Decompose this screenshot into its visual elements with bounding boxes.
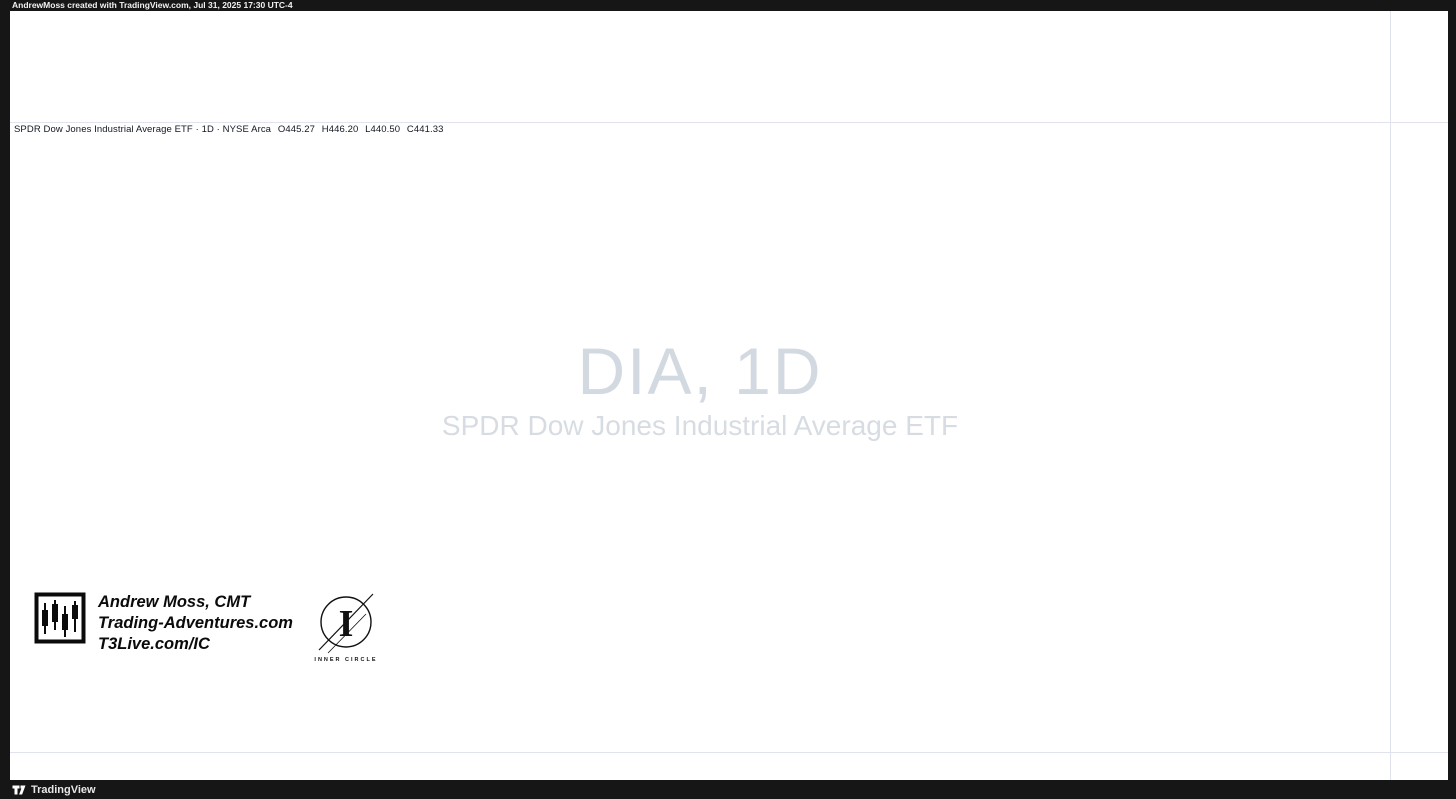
ohlc-close: C441.33 — [406, 124, 444, 135]
svg-text:I: I — [339, 603, 354, 645]
author-t3live: T3Live.com/IC — [98, 635, 210, 653]
time-axis-border — [10, 752, 1448, 753]
footer-bar: TradingView — [0, 780, 1456, 799]
ohlc-low: L440.50 — [365, 124, 401, 135]
inner-circle-badge: I INNER CIRCLE — [311, 592, 381, 663]
author-name: Andrew Moss, CMT — [98, 593, 251, 611]
candlestick-logo-icon — [34, 592, 86, 644]
symbol-header[interactable]: SPDR Dow Jones Industrial Average ETF · … — [14, 124, 448, 135]
author-text: Andrew Moss, CMT Trading-Adventures.com … — [98, 592, 293, 655]
time-axis[interactable] — [10, 752, 1448, 780]
author-logo-block: Andrew Moss, CMT Trading-Adventures.com … — [34, 592, 381, 663]
pane-divider[interactable] — [10, 122, 1448, 123]
chart-pane-background — [10, 11, 1448, 780]
inner-circle-icon: I — [318, 593, 374, 654]
ohlc-open: O445.27 — [277, 124, 315, 135]
tradingview-brand-text[interactable]: TradingView — [31, 783, 96, 796]
tradingview-logo-icon[interactable] — [12, 783, 26, 797]
price-scale-border — [1390, 11, 1391, 780]
snapshot-title-text: AndrewMoss created with TradingView.com,… — [12, 0, 293, 10]
author-site: Trading-Adventures.com — [98, 614, 293, 632]
ohlc-high: H446.20 — [321, 124, 359, 135]
snapshot-title-bar: AndrewMoss created with TradingView.com,… — [0, 0, 1456, 11]
symbol-title: SPDR Dow Jones Industrial Average ETF · … — [14, 124, 272, 135]
inner-circle-caption: INNER CIRCLE — [314, 657, 378, 663]
